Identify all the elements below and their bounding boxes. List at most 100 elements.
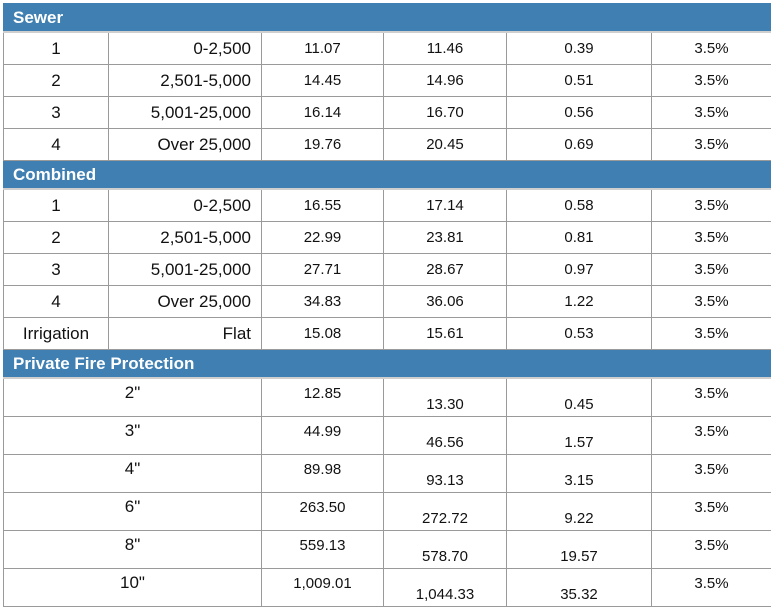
value-cell: 0.56 — [507, 97, 652, 129]
value-cell: 272.72 — [384, 493, 507, 531]
size-cell: 6" — [4, 493, 262, 531]
value-cell: 15.08 — [262, 318, 384, 350]
range-cell: 5,001-25,000 — [109, 97, 262, 129]
value-cell: 15.61 — [384, 318, 507, 350]
size-cell: 8" — [4, 531, 262, 569]
value-cell: 0.45 — [507, 378, 652, 417]
section-title: Private Fire Protection — [4, 350, 771, 379]
value-cell: 9.22 — [507, 493, 652, 531]
value-cell: 22.99 — [262, 222, 384, 254]
value-cell: 44.99 — [262, 417, 384, 455]
value-cell: 559.13 — [262, 531, 384, 569]
table-row: 3 5,001-25,000 27.71 28.67 0.97 3.5% — [4, 254, 771, 286]
value-cell: 263.50 — [262, 493, 384, 531]
table-row: 4" 89.98 93.13 3.15 3.5% — [4, 455, 771, 493]
table-row: 2 2,501-5,000 14.45 14.96 0.51 3.5% — [4, 65, 771, 97]
value-cell: 36.06 — [384, 286, 507, 318]
size-cell: 10" — [4, 569, 262, 607]
value-cell: 0.53 — [507, 318, 652, 350]
value-cell: 0.58 — [507, 189, 652, 222]
value-cell: 1.22 — [507, 286, 652, 318]
value-cell: 0.51 — [507, 65, 652, 97]
table-row: 2 2,501-5,000 22.99 23.81 0.81 3.5% — [4, 222, 771, 254]
rate-table: Sewer 1 0-2,500 11.07 11.46 0.39 3.5% 2 … — [3, 3, 771, 607]
percent-cell: 3.5% — [652, 254, 771, 286]
class-cell: 3 — [4, 254, 109, 286]
table-row: 6" 263.50 272.72 9.22 3.5% — [4, 493, 771, 531]
value-cell: 578.70 — [384, 531, 507, 569]
table-row: 3" 44.99 46.56 1.57 3.5% — [4, 417, 771, 455]
percent-cell: 3.5% — [652, 97, 771, 129]
value-cell: 46.56 — [384, 417, 507, 455]
value-cell: 14.45 — [262, 65, 384, 97]
value-cell: 11.07 — [262, 32, 384, 65]
percent-cell: 3.5% — [652, 129, 771, 161]
table-row: 3 5,001-25,000 16.14 16.70 0.56 3.5% — [4, 97, 771, 129]
class-cell: 1 — [4, 32, 109, 65]
value-cell: 17.14 — [384, 189, 507, 222]
range-cell: Over 25,000 — [109, 286, 262, 318]
value-cell: 89.98 — [262, 455, 384, 493]
value-cell: 27.71 — [262, 254, 384, 286]
table-row: 4 Over 25,000 34.83 36.06 1.22 3.5% — [4, 286, 771, 318]
section-header-private-fire-protection: Private Fire Protection — [4, 350, 771, 379]
table-row: Irrigation Flat 15.08 15.61 0.53 3.5% — [4, 318, 771, 350]
class-cell: 1 — [4, 189, 109, 222]
percent-cell: 3.5% — [652, 65, 771, 97]
range-cell: 2,501-5,000 — [109, 222, 262, 254]
range-cell: Flat — [109, 318, 262, 350]
value-cell: 1.57 — [507, 417, 652, 455]
class-cell: 2 — [4, 222, 109, 254]
section-title: Sewer — [4, 4, 771, 33]
section-header-sewer: Sewer — [4, 4, 771, 33]
value-cell: 19.76 — [262, 129, 384, 161]
range-cell: Over 25,000 — [109, 129, 262, 161]
table-row: 8" 559.13 578.70 19.57 3.5% — [4, 531, 771, 569]
value-cell: 13.30 — [384, 378, 507, 417]
percent-cell: 3.5% — [652, 455, 771, 493]
value-cell: 93.13 — [384, 455, 507, 493]
value-cell: 11.46 — [384, 32, 507, 65]
table-row: 1 0-2,500 16.55 17.14 0.58 3.5% — [4, 189, 771, 222]
range-cell: 5,001-25,000 — [109, 254, 262, 286]
percent-cell: 3.5% — [652, 222, 771, 254]
value-cell: 3.15 — [507, 455, 652, 493]
percent-cell: 3.5% — [652, 189, 771, 222]
class-cell: 4 — [4, 286, 109, 318]
percent-cell: 3.5% — [652, 286, 771, 318]
class-cell: 4 — [4, 129, 109, 161]
range-cell: 0-2,500 — [109, 32, 262, 65]
percent-cell: 3.5% — [652, 569, 771, 607]
percent-cell: 3.5% — [652, 531, 771, 569]
value-cell: 0.81 — [507, 222, 652, 254]
value-cell: 0.69 — [507, 129, 652, 161]
value-cell: 14.96 — [384, 65, 507, 97]
value-cell: 16.14 — [262, 97, 384, 129]
table-row: 1 0-2,500 11.07 11.46 0.39 3.5% — [4, 32, 771, 65]
table-row: 4 Over 25,000 19.76 20.45 0.69 3.5% — [4, 129, 771, 161]
value-cell: 34.83 — [262, 286, 384, 318]
table-row: 2" 12.85 13.30 0.45 3.5% — [4, 378, 771, 417]
range-cell: 2,501-5,000 — [109, 65, 262, 97]
value-cell: 23.81 — [384, 222, 507, 254]
value-cell: 28.67 — [384, 254, 507, 286]
value-cell: 16.55 — [262, 189, 384, 222]
class-cell: Irrigation — [4, 318, 109, 350]
value-cell: 1,009.01 — [262, 569, 384, 607]
class-cell: 2 — [4, 65, 109, 97]
percent-cell: 3.5% — [652, 417, 771, 455]
value-cell: 16.70 — [384, 97, 507, 129]
value-cell: 35.32 — [507, 569, 652, 607]
value-cell: 0.39 — [507, 32, 652, 65]
percent-cell: 3.5% — [652, 493, 771, 531]
section-header-combined: Combined — [4, 161, 771, 190]
value-cell: 20.45 — [384, 129, 507, 161]
value-cell: 12.85 — [262, 378, 384, 417]
size-cell: 3" — [4, 417, 262, 455]
value-cell: 1,044.33 — [384, 569, 507, 607]
class-cell: 3 — [4, 97, 109, 129]
percent-cell: 3.5% — [652, 318, 771, 350]
percent-cell: 3.5% — [652, 378, 771, 417]
range-cell: 0-2,500 — [109, 189, 262, 222]
